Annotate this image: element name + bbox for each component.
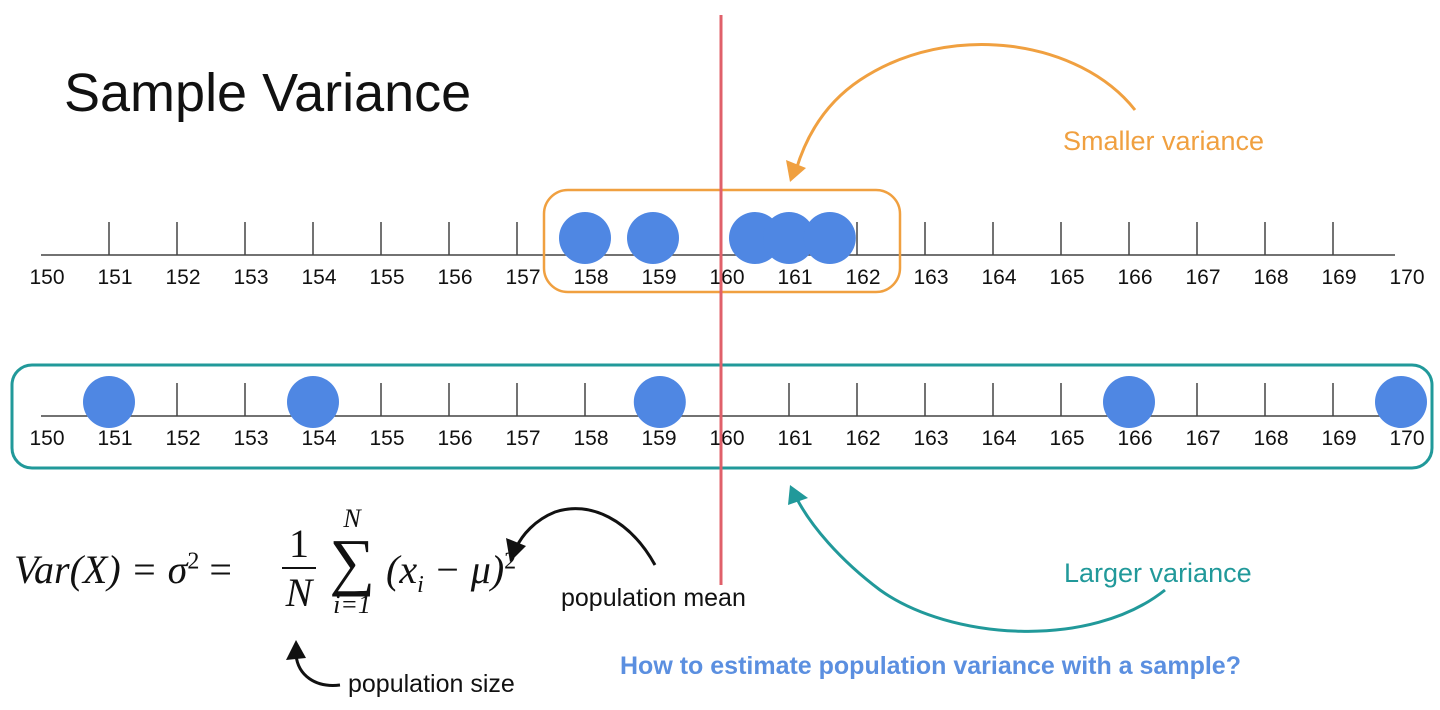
sum-lower: i=1	[333, 590, 371, 619]
question-text: How to estimate population variance with…	[620, 652, 1241, 680]
tick-label: 151	[97, 427, 132, 450]
tick-label: 157	[505, 427, 540, 450]
tick-label: 161	[777, 427, 812, 450]
tick-label: 168	[1253, 266, 1288, 289]
tick-label: 160	[709, 266, 744, 289]
population-mean-annotation: population mean	[561, 584, 746, 612]
top-sample-point	[803, 212, 856, 264]
tick-label: 167	[1185, 266, 1220, 289]
tick-label: 165	[1049, 266, 1084, 289]
tick-label: 150	[29, 266, 64, 289]
fraction-denominator: N	[282, 569, 316, 616]
page-title: Sample Variance	[64, 63, 472, 123]
tick-label: 151	[97, 266, 132, 289]
tick-label: 170	[1389, 427, 1424, 450]
tick-label: 157	[505, 266, 540, 289]
tick-label: 159	[641, 427, 676, 450]
tick-label: 155	[369, 266, 404, 289]
tick-label: 156	[437, 266, 472, 289]
tick-label: 158	[573, 266, 608, 289]
population-mean-arrow-icon	[514, 507, 657, 566]
population-size-arrow-icon	[294, 654, 341, 687]
tick-label: 158	[573, 427, 608, 450]
fraction-numerator: 1	[289, 521, 309, 566]
tick-label: 156	[437, 427, 472, 450]
sum-symbol: ∑	[329, 526, 375, 597]
formula-sq: 2	[187, 548, 200, 575]
tick-label: 154	[301, 266, 336, 289]
tick-label: 163	[913, 266, 948, 289]
formula-eq: =	[199, 547, 232, 592]
top-sample-point	[627, 212, 679, 264]
formula-body: (x	[386, 547, 418, 592]
tick-label: 153	[233, 427, 268, 450]
tick-label: 166	[1117, 266, 1152, 289]
larger-variance-arrow-icon	[794, 496, 1166, 633]
denominator-n: N	[285, 570, 313, 615]
formula-lhs: Var(X) = σ	[14, 547, 188, 592]
bottom-sample-point	[633, 376, 686, 428]
arrowhead-icon	[788, 485, 808, 505]
top-sample-point	[763, 212, 815, 264]
tick-label: 164	[981, 427, 1016, 450]
tick-label: 162	[845, 427, 880, 450]
tick-label: 162	[845, 266, 880, 289]
tick-label: 169	[1321, 427, 1356, 450]
tick-label: 150	[29, 427, 64, 450]
bottom-sample-point	[287, 376, 339, 428]
tick-label: 164	[981, 266, 1016, 289]
tick-label: 160	[709, 427, 744, 450]
smaller-variance-arrow-icon	[794, 43, 1137, 171]
sum-upper: N	[343, 504, 361, 533]
arrowhead-icon	[506, 538, 526, 562]
tick-label: 169	[1321, 266, 1356, 289]
formula-body2: − μ)	[423, 547, 505, 592]
tick-label: 170	[1389, 266, 1424, 289]
tick-label: 154	[301, 427, 336, 450]
tick-label: 159	[641, 266, 676, 289]
tick-label: 163	[913, 427, 948, 450]
tick-label: 161	[777, 266, 812, 289]
bottom-sample-point	[1375, 376, 1427, 428]
arrowhead-icon	[286, 640, 306, 660]
top-sample-point	[559, 212, 611, 264]
larger-variance-label: Larger variance	[1064, 558, 1252, 588]
tick-label: 153	[233, 266, 268, 289]
bottom-sample-point	[83, 376, 135, 428]
smaller-variance-label: Smaller variance	[1063, 126, 1265, 156]
tick-label: 166	[1117, 427, 1152, 450]
formula-pow: 2	[504, 548, 517, 575]
tick-label: 167	[1185, 427, 1220, 450]
tick-label: 155	[369, 427, 404, 450]
population-size-annotation: population size	[348, 670, 515, 698]
tick-label: 152	[165, 427, 200, 450]
formula-sub: i	[417, 572, 424, 598]
tick-label: 165	[1049, 427, 1084, 450]
arrowhead-icon	[786, 160, 806, 182]
bottom-sample-point	[1103, 376, 1155, 428]
tick-label: 152	[165, 266, 200, 289]
tick-label: 168	[1253, 427, 1288, 450]
